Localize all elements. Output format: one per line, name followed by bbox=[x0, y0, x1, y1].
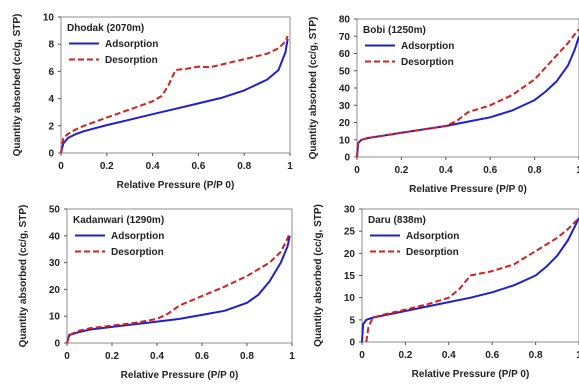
y-tick-label: 10 bbox=[344, 293, 356, 304]
y-tick-label: 40 bbox=[49, 231, 61, 242]
x-tick-label: 0 bbox=[354, 165, 360, 176]
x-tick-label: 0.2 bbox=[105, 351, 119, 362]
x-axis-label: Relative Pressure (P/P 0) bbox=[117, 180, 235, 191]
adsorption-line bbox=[60, 38, 289, 154]
adsorption-line bbox=[66, 235, 291, 344]
y-tick-label: 10 bbox=[43, 13, 55, 24]
y-tick-label: 30 bbox=[344, 205, 356, 216]
legend-label: Adsorption bbox=[111, 231, 164, 242]
panel-title: Kadanwari (1290m) bbox=[73, 215, 164, 226]
y-tick-label: 15 bbox=[344, 271, 356, 282]
x-tick-label: 0.4 bbox=[146, 161, 160, 172]
y-tick-label: 20 bbox=[49, 285, 61, 296]
y-axis-label: Quantity absorbed (cc/g, STP) bbox=[18, 205, 29, 348]
legend-label: Desorption bbox=[401, 57, 454, 68]
y-tick-label: 0 bbox=[349, 338, 355, 349]
y-axis-label: Quantity absorbed (cc/g, STP) bbox=[313, 204, 324, 347]
y-tick-label: 80 bbox=[339, 15, 351, 26]
y-tick-label: 20 bbox=[339, 118, 351, 129]
x-tick-label: 0.8 bbox=[528, 165, 542, 176]
panel-title: Daru (838m) bbox=[368, 215, 426, 226]
y-tick-label: 8 bbox=[48, 40, 54, 51]
y-tick-label: 4 bbox=[48, 94, 54, 105]
panel-title: Dhodak (2070m) bbox=[67, 23, 144, 34]
y-tick-label: 0 bbox=[54, 339, 60, 350]
x-tick-label: 0.8 bbox=[529, 350, 543, 361]
x-axis-label: Relative Pressure (P/P 0) bbox=[412, 369, 530, 380]
desorption-line bbox=[66, 232, 291, 344]
y-tick-label: 2 bbox=[48, 121, 54, 132]
chart-panel-1: 0 2 4 6 8 10 0 0.2 0.4 0.6 0.8 1 Relative Pressure (… bbox=[12, 13, 293, 192]
y-tick-label: 50 bbox=[49, 205, 61, 216]
chart-panel-3: 0 10 20 30 40 50 0 0.2 0.4 0.6 0.8 1 Relative Pressu… bbox=[18, 205, 295, 382]
x-tick-label: 0.2 bbox=[100, 161, 114, 172]
x-tick-label: 0.4 bbox=[439, 165, 453, 176]
x-tick-label: 0 bbox=[359, 350, 365, 361]
legend-label: Adsorption bbox=[105, 39, 158, 50]
panel-title: Bobi (1250m) bbox=[363, 25, 426, 36]
x-tick-label: 1 bbox=[287, 161, 293, 172]
x-tick-label: 0.6 bbox=[191, 161, 205, 172]
x-tick-label: 0 bbox=[58, 161, 64, 172]
x-tick-label: 0.2 bbox=[398, 350, 412, 361]
y-tick-label: 6 bbox=[48, 67, 54, 78]
x-tick-label: 0.4 bbox=[442, 350, 456, 361]
y-axis-label: Quantity absorbed (cc/g, STP) bbox=[12, 14, 23, 157]
y-tick-label: 0 bbox=[344, 153, 350, 164]
y-tick-label: 30 bbox=[49, 258, 61, 269]
x-tick-label: 1 bbox=[576, 350, 579, 361]
y-tick-label: 5 bbox=[349, 315, 355, 326]
y-tick-label: 70 bbox=[339, 32, 351, 43]
x-tick-label: 0.6 bbox=[483, 165, 497, 176]
x-tick-label: 0.2 bbox=[394, 165, 408, 176]
plot-frame bbox=[60, 16, 291, 154]
chart-panel-2: 0 10 20 30 40 50 60 70 80 0 0.2 0.4 0.6 0.8 1 Relative … bbox=[308, 15, 579, 195]
legend-label: Desorption bbox=[111, 247, 164, 258]
chart-panel-4: 0 5 10 15 20 25 30 0 0.2 0.4 0.6 0.8 1 Relative Press… bbox=[313, 204, 579, 380]
plot-frame bbox=[66, 208, 293, 344]
legend-label: Desorption bbox=[105, 55, 158, 66]
y-axis-label: Quantity absorbed (cc/g, STP) bbox=[308, 17, 319, 160]
legend-label: Desorption bbox=[406, 247, 459, 258]
x-tick-label: 0.6 bbox=[485, 350, 499, 361]
y-tick-label: 50 bbox=[339, 66, 351, 77]
plot-frame bbox=[356, 18, 579, 158]
x-tick-label: 1 bbox=[289, 351, 295, 362]
y-tick-label: 30 bbox=[339, 101, 351, 112]
y-tick-label: 60 bbox=[339, 49, 351, 60]
legend-label: Adsorption bbox=[406, 231, 459, 242]
desorption-line bbox=[356, 28, 579, 158]
x-axis-label: Relative Pressure (P/P 0) bbox=[409, 184, 527, 195]
x-axis-label: Relative Pressure (P/P 0) bbox=[121, 370, 239, 381]
y-tick-label: 25 bbox=[344, 227, 356, 238]
desorption-line bbox=[60, 35, 289, 154]
x-tick-label: 0.8 bbox=[240, 351, 254, 362]
y-tick-label: 10 bbox=[339, 135, 351, 146]
x-tick-label: 0.8 bbox=[237, 161, 251, 172]
legend-label: Adsorption bbox=[401, 41, 454, 52]
y-tick-label: 20 bbox=[344, 249, 356, 260]
y-tick-label: 40 bbox=[339, 84, 351, 95]
x-tick-label: 0.4 bbox=[150, 351, 164, 362]
x-tick-label: 0 bbox=[64, 351, 70, 362]
y-tick-label: 10 bbox=[49, 312, 61, 323]
y-tick-label: 0 bbox=[48, 149, 54, 160]
x-tick-label: 1 bbox=[576, 165, 579, 176]
adsorption-line bbox=[361, 217, 579, 343]
x-tick-label: 0.6 bbox=[195, 351, 209, 362]
desorption-line bbox=[365, 217, 579, 343]
adsorption-line bbox=[356, 35, 579, 158]
